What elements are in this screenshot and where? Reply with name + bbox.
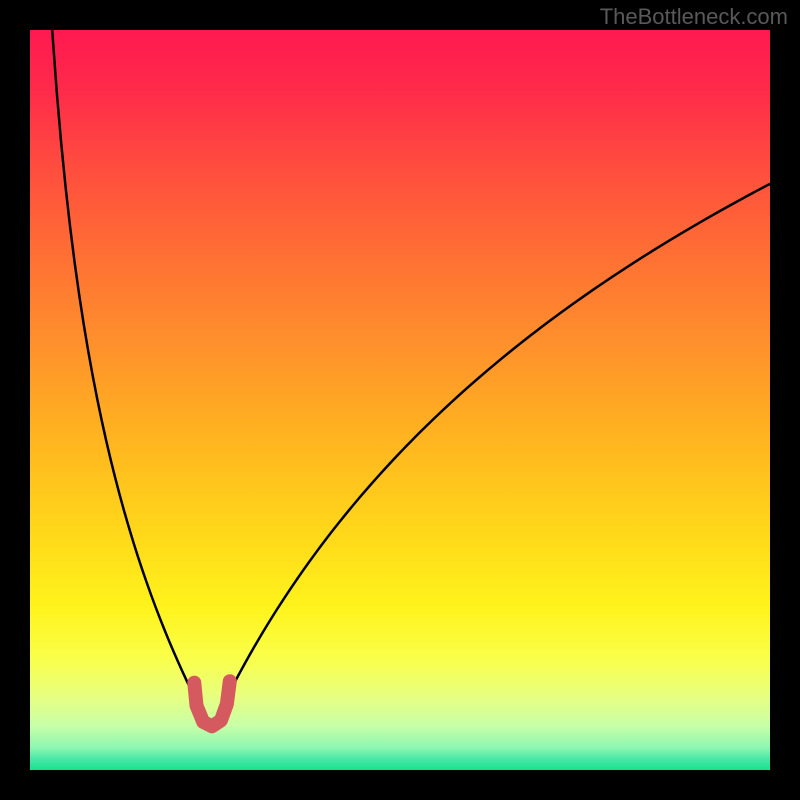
- gradient-background: [30, 30, 770, 770]
- watermark-text: TheBottleneck.com: [600, 4, 788, 30]
- chart-svg: [30, 30, 770, 770]
- plot-area: [30, 30, 770, 770]
